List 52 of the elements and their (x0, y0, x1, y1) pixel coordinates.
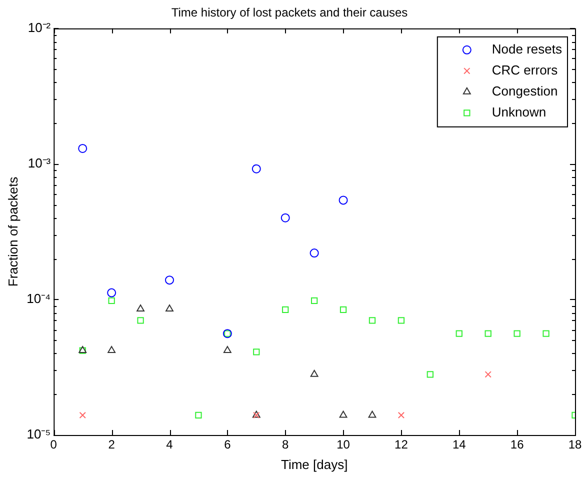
point (79, 412, 86, 419)
point (280, 213, 290, 222)
x-tick-label: 18 (568, 438, 582, 452)
point (338, 196, 348, 205)
legend-label: Unknown (492, 104, 546, 120)
point (282, 306, 289, 314)
point (514, 330, 520, 337)
point (339, 410, 348, 418)
y-axis-title: Fraction of packets (5, 176, 20, 287)
point (484, 371, 492, 378)
point (484, 330, 492, 337)
x-tick-label: 12 (394, 438, 408, 452)
y-tick-label: 10⁻² (28, 20, 52, 35)
chart-title: Time history of lost packets and their causes (171, 6, 408, 20)
point (310, 370, 318, 377)
point (310, 297, 318, 304)
x-tick-label: 0 (50, 438, 58, 452)
y-tick-label: 10⁻⁵ (26, 426, 51, 442)
point (107, 288, 116, 298)
x-tick-label: 2 (108, 438, 116, 452)
point (108, 346, 116, 354)
point (108, 297, 115, 304)
point (136, 304, 145, 312)
point (398, 317, 405, 324)
point (195, 412, 202, 419)
x-tick-label: 10 (336, 438, 350, 452)
x-tick-label: 14 (452, 438, 466, 452)
point (398, 412, 405, 419)
point (310, 248, 319, 258)
point (252, 164, 261, 174)
point (165, 276, 174, 285)
point (166, 304, 174, 312)
y-tick-label: 10⁻⁴ (26, 291, 51, 306)
x-axis-title: Time [days] (280, 456, 348, 472)
point (456, 330, 462, 337)
y-tick-label: 10⁻³ (28, 156, 52, 171)
legend-label: CRC errors (492, 62, 558, 78)
x-tick-label: 16 (510, 438, 524, 452)
x-tick-label: 8 (282, 438, 290, 452)
point (253, 348, 260, 356)
point (137, 317, 144, 324)
point (542, 330, 550, 337)
x-tick-label: 4 (166, 438, 174, 452)
point (340, 306, 347, 314)
point (368, 317, 376, 324)
point (368, 410, 376, 418)
legend-label: Node resets (492, 41, 562, 56)
point (223, 346, 232, 354)
point (426, 371, 434, 378)
point (78, 144, 88, 153)
x-tick-label: 6 (224, 438, 232, 452)
legend-label: Congestion (492, 83, 558, 98)
